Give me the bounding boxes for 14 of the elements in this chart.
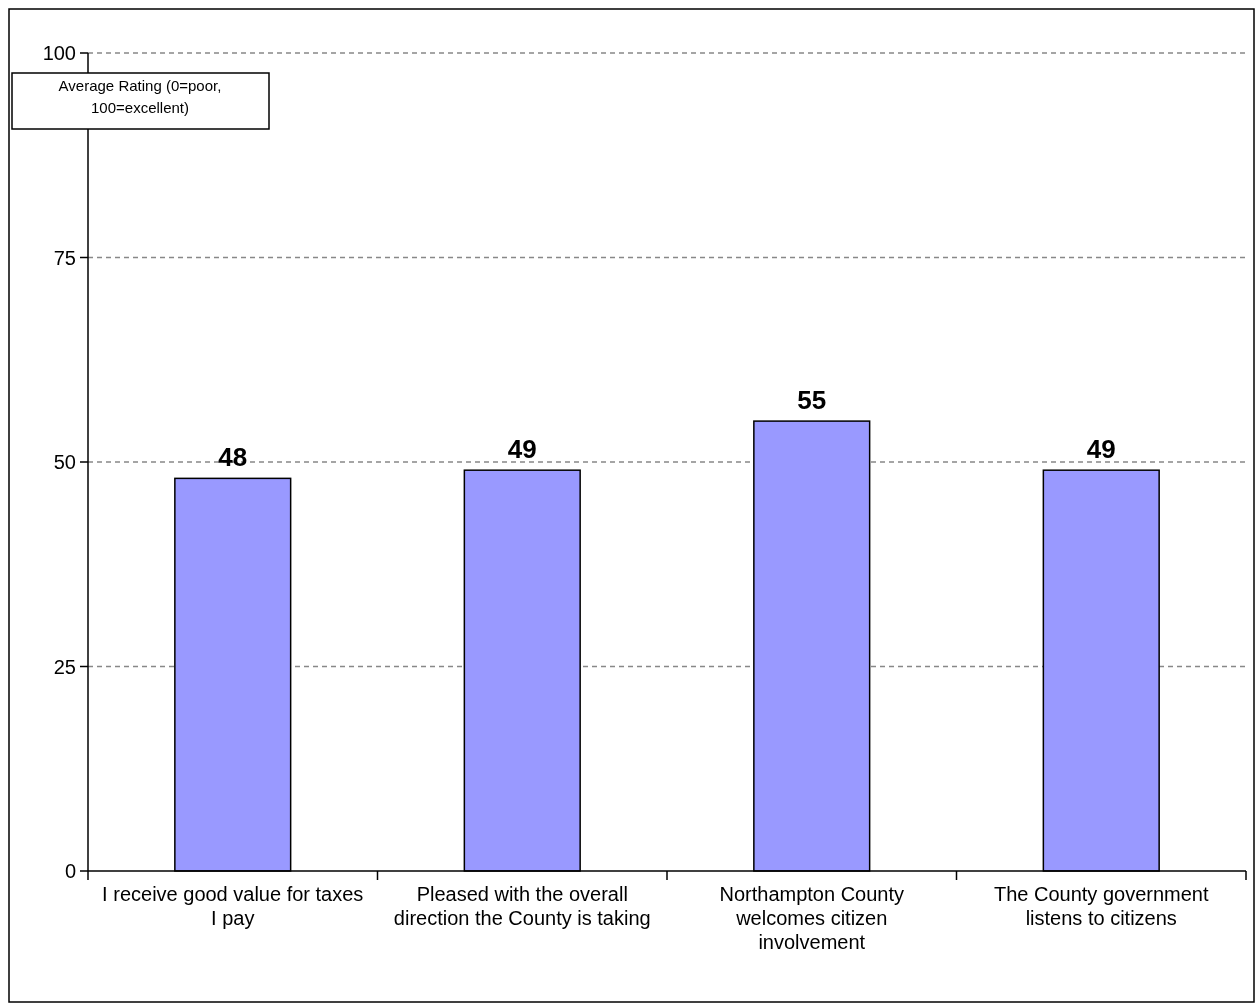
y-tick-label: 50: [53, 451, 76, 473]
y-tick-label: 25: [53, 655, 76, 678]
y-axis-title: Average Rating (0=poor, 100=excellent): [58, 77, 222, 116]
y-tick-label: 100: [42, 42, 76, 64]
y-tick-label: 75: [53, 246, 76, 269]
data-label: 55: [797, 385, 827, 416]
x-tick-label: Pleased with the overall direction the County is taking: [393, 883, 651, 929]
data-label: 49: [1086, 434, 1116, 465]
data-label: 49: [507, 434, 537, 465]
y-tick-label: 0: [64, 860, 76, 882]
data-label: 48: [218, 442, 248, 473]
x-tick-label: Northampton County welcomes citizen involvement: [719, 883, 905, 953]
x-tick-label: The County government listens to citizens: [993, 883, 1209, 929]
x-tick-label: I receive good value for taxes I pay: [102, 883, 364, 929]
